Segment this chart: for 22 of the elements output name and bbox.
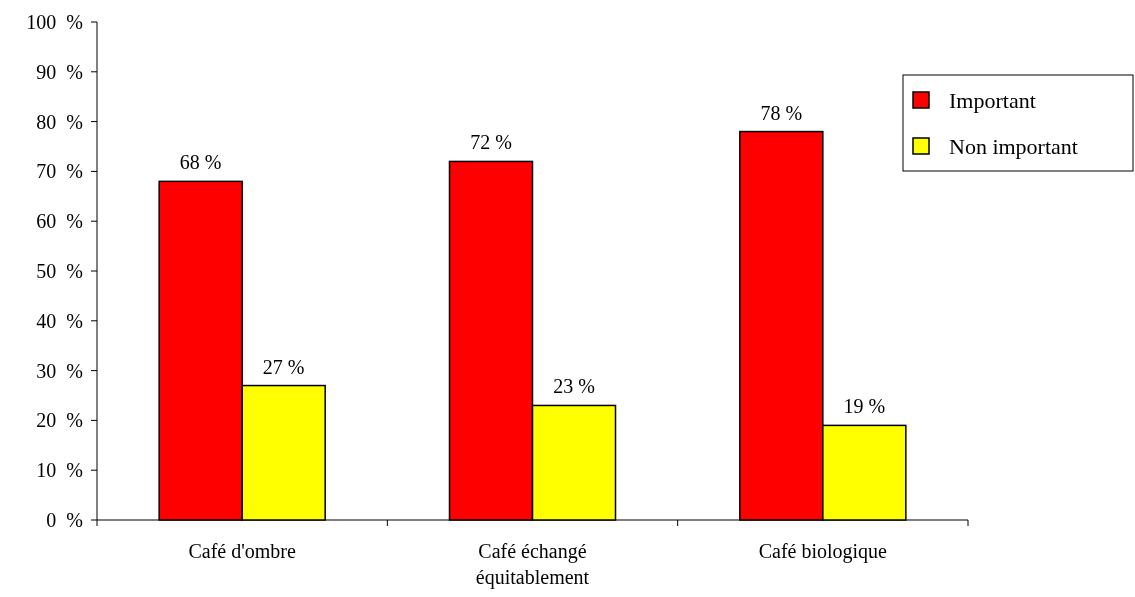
y-tick-label: 40 % bbox=[36, 309, 83, 332]
data-label: 72 % bbox=[470, 131, 512, 154]
x-tick-label: Café biologique bbox=[758, 540, 888, 563]
y-tick-label: 0 % bbox=[46, 509, 83, 531]
y-tick-label: 20 % bbox=[36, 409, 83, 432]
legend-label: Non important bbox=[949, 133, 1078, 159]
y-tick-label: 100 % bbox=[26, 11, 83, 33]
y-tick-label: 50 % bbox=[36, 260, 83, 282]
y-tick-label: 30 % bbox=[36, 359, 83, 382]
data-label: 68 % bbox=[179, 151, 222, 174]
x-tick-label: Café d'ombre bbox=[188, 540, 297, 562]
x-tick-label: Café échangé équitablement bbox=[475, 540, 590, 589]
data-label: 78 % bbox=[760, 101, 803, 124]
y-tick-label: 90 % bbox=[36, 60, 83, 83]
data-label: 27 % bbox=[262, 355, 305, 378]
y-tick-label: 70 % bbox=[36, 160, 83, 183]
data-label: 23 % bbox=[553, 375, 595, 398]
y-tick-label: 80 % bbox=[36, 110, 83, 133]
y-tick-label: 60 % bbox=[36, 210, 83, 233]
y-tick-label: 10 % bbox=[36, 459, 83, 482]
data-label: 19 % bbox=[843, 395, 886, 418]
legend-label: Important bbox=[949, 87, 1036, 113]
